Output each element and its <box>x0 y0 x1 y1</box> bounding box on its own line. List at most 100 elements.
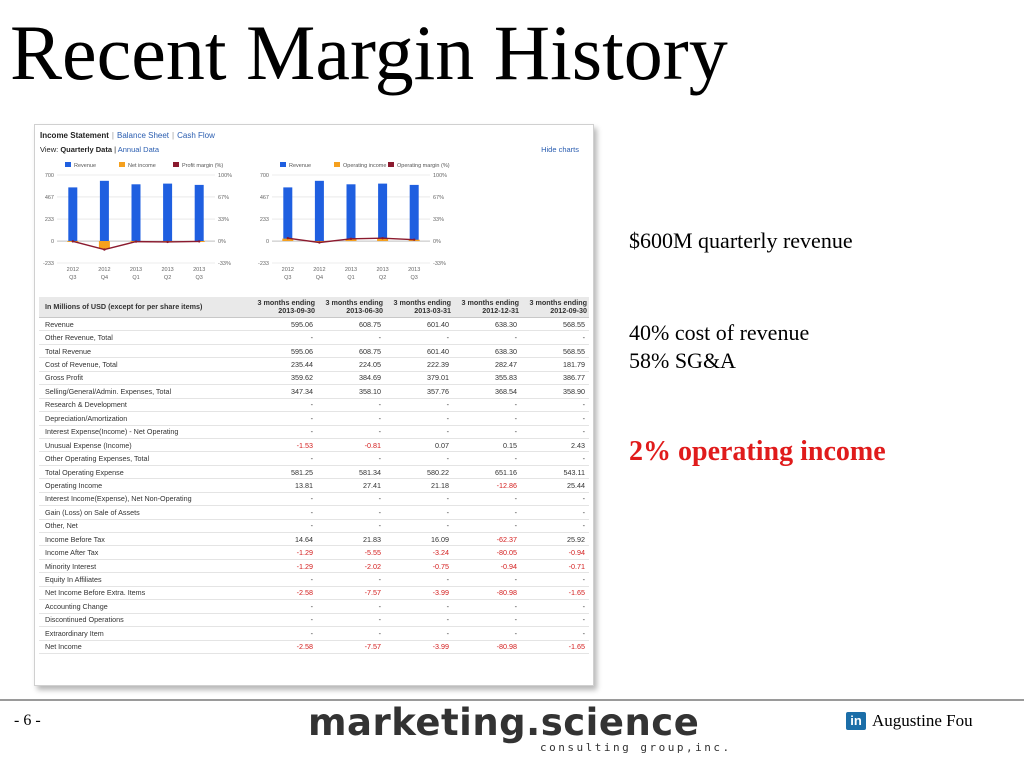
row-label: Depreciation/Amortization <box>39 411 249 426</box>
tab-separator: | <box>111 131 114 140</box>
table-cell: -2.58 <box>249 640 317 654</box>
x-tick-label: 2013 <box>193 267 205 273</box>
revenue-bar <box>194 184 204 242</box>
note-cost-of-revenue: 40% cost of revenue <box>629 320 810 345</box>
table-row: Total Operating Expense 581.25 581.34 580.2… <box>39 465 589 480</box>
operating-income-chart: Revenue Operating income Operating margin … <box>258 162 450 281</box>
table-cell: 235.44 <box>249 357 317 372</box>
row-label: Equity In Affiliates <box>39 572 249 587</box>
table-cell: - <box>385 519 453 534</box>
column-header: 3 months ending 2013-06-30 <box>317 297 385 318</box>
table-cell: -1.53 <box>249 438 317 453</box>
row-label: Other Revenue, Total <box>39 330 249 345</box>
y2-tick-label: 67% <box>433 195 444 201</box>
table-cell: - <box>453 492 521 507</box>
table-cell: - <box>453 398 521 413</box>
y-tick-label: 233 <box>45 217 54 223</box>
row-label: Interest Expense(Income) - Net Operating <box>39 425 249 439</box>
x-tick-label: Q2 <box>379 275 386 281</box>
x-tick-label: 2013 <box>161 267 173 273</box>
row-label: Cost of Revenue, Total <box>39 357 249 372</box>
table-cell: - <box>317 519 385 534</box>
revenue-bar <box>163 183 173 242</box>
y2-tick-label: 67% <box>218 195 229 201</box>
table-cell: -0.94 <box>521 545 589 560</box>
table-cell: - <box>453 599 521 614</box>
revenue-bar <box>99 180 109 242</box>
table-cell: 384.69 <box>317 371 385 386</box>
table-cell: - <box>385 626 453 641</box>
table-row: Interest Expense(Income) - Net Operating… <box>39 425 589 439</box>
table-cell: -3.99 <box>385 640 453 654</box>
tab-income-statement[interactable]: Income Statement <box>40 131 109 140</box>
row-label: Net Income Before Extra. Items <box>39 586 249 601</box>
x-tick-label: 2013 <box>345 267 357 273</box>
row-label: Accounting Change <box>39 599 249 614</box>
view-quarterly[interactable]: Quarterly Data <box>60 145 112 154</box>
table-cell: - <box>249 451 317 466</box>
table-cell: -80.98 <box>453 586 521 601</box>
table-cell: 601.40 <box>385 344 453 359</box>
table-cell: - <box>249 505 317 520</box>
table-cell: -1.29 <box>249 559 317 574</box>
revenue-bar <box>409 184 419 242</box>
table-cell: - <box>385 505 453 520</box>
table-cell: 21.18 <box>385 478 453 493</box>
tab-cash-flow[interactable]: Cash Flow <box>177 131 215 140</box>
x-tick-label: 2013 <box>408 267 420 273</box>
table-cell: 568.55 <box>521 344 589 359</box>
table-cell: - <box>521 398 589 413</box>
table-cell: - <box>453 411 521 426</box>
table-cell: 601.40 <box>385 317 453 332</box>
table-cell: -0.75 <box>385 559 453 574</box>
revenue-bar <box>346 184 356 242</box>
footer-divider <box>0 699 1024 701</box>
table-cell: - <box>521 451 589 466</box>
x-tick-label: Q3 <box>411 275 418 281</box>
table-row: Discontinued Operations - - - - - <box>39 613 589 628</box>
row-label: Gain (Loss) on Sale of Assets <box>39 505 249 520</box>
x-tick-label: Q3 <box>196 275 203 281</box>
table-cell: - <box>385 572 453 587</box>
x-tick-label: Q3 <box>69 275 76 281</box>
table-row: Unusual Expense (Income) -1.53 -0.81 0.07 0.… <box>39 438 589 453</box>
table-cell: 16.09 <box>385 532 453 547</box>
margin-point <box>349 237 353 241</box>
table-cell: - <box>317 411 385 426</box>
table-cell: - <box>317 599 385 614</box>
column-header: 3 months ending 2012-09-30 <box>521 297 589 318</box>
table-cell: - <box>521 411 589 426</box>
y2-tick-label: 0% <box>433 239 441 245</box>
table-cell: 21.83 <box>317 532 385 547</box>
hide-charts-link[interactable]: Hide charts <box>541 145 579 154</box>
table-cell: - <box>385 411 453 426</box>
table-row: Gross Profit 359.62 384.69 379.01 355.83 386.… <box>39 371 589 386</box>
revenue-bar <box>378 183 388 242</box>
view-annual[interactable]: Annual Data <box>117 145 159 154</box>
table-cell: - <box>317 330 385 345</box>
table-cell: 25.44 <box>521 478 589 493</box>
table-cell: -2.02 <box>317 559 385 574</box>
table-cell: -7.57 <box>317 586 385 601</box>
row-label: Minority Interest <box>39 559 249 574</box>
row-label: Selling/General/Admin. Expenses, Total <box>39 384 249 399</box>
table-cell: 358.90 <box>521 384 589 399</box>
table-label-header: In Millions of USD (except for per share… <box>39 297 249 318</box>
income-bar <box>98 241 110 249</box>
table-cell: -7.57 <box>317 640 385 654</box>
row-label: Total Operating Expense <box>39 465 249 480</box>
table-cell: -1.65 <box>521 640 589 654</box>
revenue-bar <box>68 187 78 242</box>
row-label: Total Revenue <box>39 344 249 359</box>
revenue-bar <box>283 187 293 242</box>
table-row: Gain (Loss) on Sale of Assets - - - - - <box>39 505 589 520</box>
author-credit: in Augustine Fou <box>846 711 973 731</box>
y2-tick-label: -33% <box>433 261 446 267</box>
tab-balance-sheet[interactable]: Balance Sheet <box>116 131 170 140</box>
table-cell: - <box>317 613 385 628</box>
y-tick-label: 467 <box>45 195 54 201</box>
table-cell: 282.47 <box>453 357 521 372</box>
column-header: 3 months ending 2013-09-30 <box>249 297 317 318</box>
legend-swatch <box>119 162 125 167</box>
margin-point <box>166 240 169 244</box>
